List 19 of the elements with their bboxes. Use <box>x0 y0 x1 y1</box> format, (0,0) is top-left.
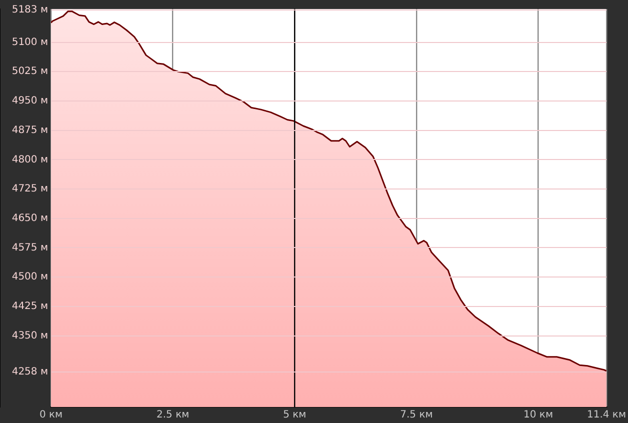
x-tick-label: 2.5 км <box>156 410 190 421</box>
y-tick-label: 4425 м <box>12 301 48 312</box>
y-tick-label: 4500 м <box>12 272 48 283</box>
y-tick-label: 5183 м <box>12 4 48 16</box>
y-tick-label: 4258 м <box>12 366 48 378</box>
y-tick-label: 4950 м <box>12 96 48 107</box>
x-tick-label: 7.5 км <box>400 410 433 421</box>
y-tick-label: 5025 м <box>12 66 48 78</box>
y-tick-label: 5100 м <box>12 36 48 48</box>
x-tick-label: 11.4 км <box>586 410 626 421</box>
x-tick-label: 0 км <box>39 410 63 421</box>
y-tick-label: 4350 м <box>12 330 48 342</box>
y-tick-label: 4650 м <box>12 212 48 224</box>
y-tick-label: 4875 м <box>12 124 48 136</box>
x-tick-label: 10 км <box>524 410 554 421</box>
y-tick-label: 4575 м <box>12 242 48 254</box>
y-tick-label: 4725 м <box>12 184 48 195</box>
x-tick-label: 5 км <box>283 410 306 421</box>
y-tick-label: 4800 м <box>12 154 48 166</box>
